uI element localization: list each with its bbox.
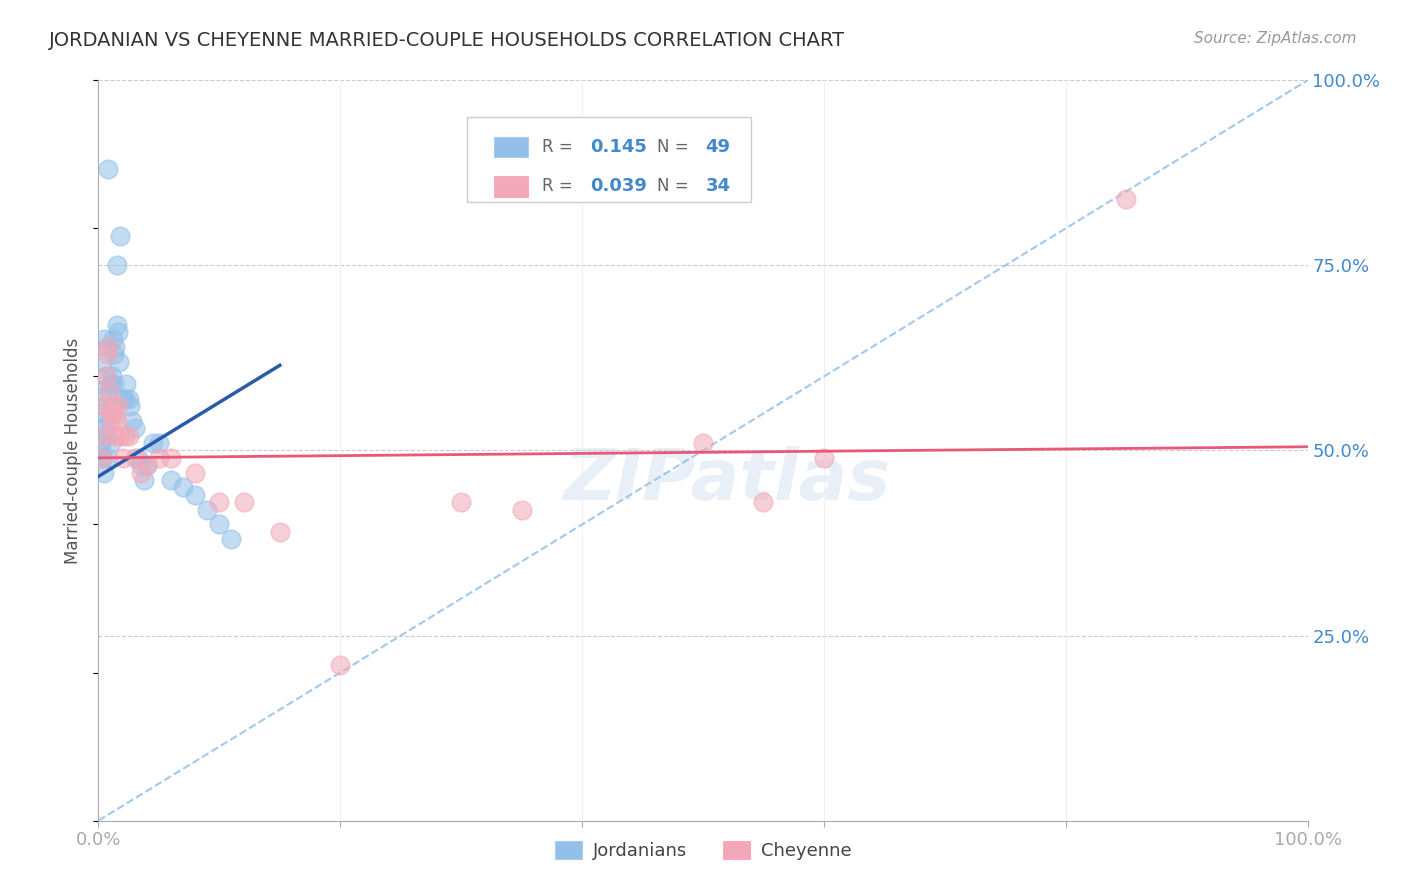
Point xyxy=(100,376,122,391)
Point xyxy=(129,466,152,480)
Point xyxy=(172,480,194,494)
Point xyxy=(510,502,533,516)
Point xyxy=(269,524,291,539)
Point xyxy=(94,369,117,384)
Point xyxy=(103,407,125,421)
Point xyxy=(184,488,207,502)
Point xyxy=(124,421,146,435)
Point xyxy=(96,347,118,361)
Point xyxy=(103,347,125,361)
Point xyxy=(124,450,146,465)
Y-axis label: Married-couple Households: Married-couple Households xyxy=(65,337,83,564)
Point xyxy=(135,458,157,473)
Text: N =: N = xyxy=(657,178,695,195)
Point xyxy=(91,450,114,465)
Point xyxy=(97,340,120,354)
Point xyxy=(98,384,121,399)
Point xyxy=(101,399,124,413)
Text: 0.145: 0.145 xyxy=(591,138,647,156)
Point xyxy=(89,443,111,458)
Point xyxy=(96,340,118,354)
Point xyxy=(98,414,121,428)
Point xyxy=(118,392,141,406)
Point xyxy=(329,658,352,673)
Text: JORDANIAN VS CHEYENNE MARRIED-COUPLE HOUSEHOLDS CORRELATION CHART: JORDANIAN VS CHEYENNE MARRIED-COUPLE HOU… xyxy=(49,31,845,50)
Text: 0.039: 0.039 xyxy=(591,178,647,195)
Point xyxy=(108,428,131,442)
Point xyxy=(160,473,183,487)
Point xyxy=(100,436,122,450)
Point xyxy=(91,450,114,465)
Point xyxy=(160,450,183,465)
Point xyxy=(111,450,134,465)
Point xyxy=(105,318,128,332)
Point xyxy=(121,414,143,428)
Text: Source: ZipAtlas.com: Source: ZipAtlas.com xyxy=(1194,31,1357,46)
Point xyxy=(93,332,115,346)
Point xyxy=(93,399,115,413)
Legend: Jordanians, Cheyenne: Jordanians, Cheyenne xyxy=(547,833,859,867)
Point xyxy=(142,436,165,450)
Point xyxy=(100,369,122,384)
Point xyxy=(91,407,114,421)
Point xyxy=(105,414,128,428)
Point xyxy=(450,495,472,509)
Point xyxy=(91,384,114,399)
Point xyxy=(135,458,157,473)
Point xyxy=(148,436,170,450)
Point xyxy=(129,458,152,473)
Text: ZIPatlas: ZIPatlas xyxy=(564,446,891,515)
Point xyxy=(692,436,714,450)
Point xyxy=(104,340,127,354)
Point xyxy=(105,259,128,273)
Point xyxy=(100,399,122,413)
Point xyxy=(94,399,117,413)
Point xyxy=(134,473,156,487)
Point xyxy=(208,495,231,509)
Point xyxy=(115,376,138,391)
Point xyxy=(208,517,231,532)
Point xyxy=(94,369,117,384)
FancyBboxPatch shape xyxy=(494,136,527,157)
Point xyxy=(103,376,125,391)
Point xyxy=(127,450,149,465)
Point xyxy=(114,428,136,442)
Point xyxy=(195,502,218,516)
FancyBboxPatch shape xyxy=(494,176,527,196)
Point xyxy=(91,428,114,442)
Point xyxy=(107,325,129,339)
Point xyxy=(107,399,129,413)
Point xyxy=(1115,192,1137,206)
Text: R =: R = xyxy=(543,138,578,156)
Text: N =: N = xyxy=(657,138,695,156)
Point xyxy=(100,407,122,421)
Point xyxy=(91,354,114,368)
Point xyxy=(114,392,136,406)
Point xyxy=(100,414,122,428)
FancyBboxPatch shape xyxy=(467,118,751,202)
Point xyxy=(97,162,120,177)
Point xyxy=(813,450,835,465)
Text: R =: R = xyxy=(543,178,578,195)
Point xyxy=(184,466,207,480)
Point xyxy=(90,436,112,450)
Point xyxy=(91,421,114,435)
Point xyxy=(232,495,254,509)
Point xyxy=(98,384,121,399)
Point xyxy=(108,228,131,243)
Point xyxy=(118,399,141,413)
Text: 34: 34 xyxy=(706,178,731,195)
Point xyxy=(96,428,118,442)
Point xyxy=(97,450,120,465)
Point xyxy=(104,428,127,442)
Point xyxy=(101,332,124,346)
Point xyxy=(148,450,170,465)
Text: 49: 49 xyxy=(706,138,731,156)
Point xyxy=(111,392,134,406)
Point xyxy=(93,466,115,480)
Point xyxy=(221,533,243,547)
Point xyxy=(118,428,141,442)
Point xyxy=(752,495,775,509)
Point xyxy=(108,354,131,368)
